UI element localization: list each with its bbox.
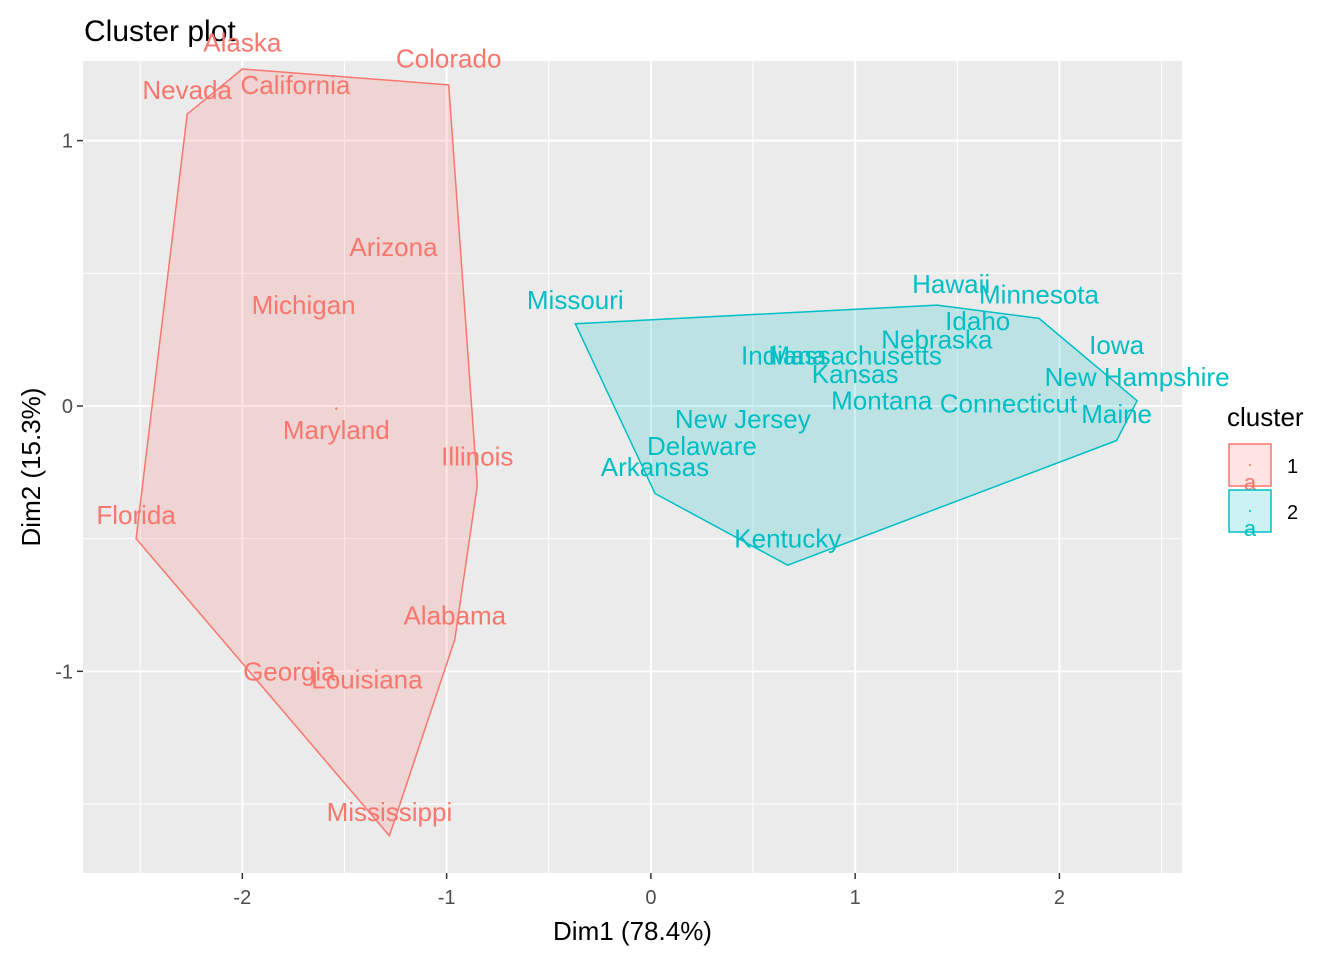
point-label: Arizona — [349, 232, 438, 262]
legend-key-glyph-2: a — [1244, 516, 1257, 541]
point-label: Iowa — [1089, 330, 1144, 360]
point-label: Arkansas — [601, 452, 709, 482]
point-label: Alabama — [403, 601, 506, 631]
y-tick-label: -1 — [55, 661, 73, 683]
x-axis-title: Dim1 (78.4%) — [553, 916, 712, 946]
legend-label-2: 2 — [1287, 502, 1298, 524]
y-axis-title: Dim2 (15.3%) — [16, 388, 46, 547]
plot-panel-background — [83, 61, 1182, 873]
point-label: Maryland — [283, 415, 390, 445]
y-axis: -1 0 1 — [55, 131, 83, 683]
point-label: Louisiana — [311, 664, 423, 694]
legend-key-glyph-1: a — [1244, 470, 1257, 495]
point-label: Illinois — [441, 441, 513, 471]
cluster-2-center — [862, 375, 865, 378]
point-label: Nevada — [142, 75, 232, 105]
grid-minor-lines — [83, 61, 1182, 873]
cluster-1-center — [335, 407, 338, 410]
chart-title: Cluster plot — [84, 15, 236, 48]
point-label: Kansas — [812, 359, 899, 389]
cluster-2-hull — [574, 304, 1139, 567]
point-label: Idaho — [945, 306, 1010, 336]
point-label: Massachusetts — [768, 341, 941, 371]
point-label-layer: Alaska Colorado Nevada California Arizona Mic… — [96, 27, 1229, 827]
x-tick-label: 1 — [850, 887, 861, 909]
y-tick-label: 1 — [62, 131, 73, 153]
cluster-1-hull — [135, 68, 479, 838]
point-label: Delaware — [647, 431, 757, 461]
point-label: Minnesota — [979, 280, 1099, 310]
grid-major-lines — [83, 61, 1182, 873]
legend-key-point-1 — [1249, 464, 1251, 466]
legend-key-point-2 — [1249, 510, 1251, 512]
point-label: Michigan — [252, 290, 356, 320]
y-tick-label: 0 — [62, 396, 73, 418]
legend-title: cluster — [1227, 402, 1304, 432]
point-label: Nebraska — [881, 325, 993, 355]
point-label: New Jersey — [675, 404, 811, 434]
x-tick-label: 2 — [1054, 887, 1065, 909]
point-label: Montana — [831, 386, 933, 416]
point-label: California — [241, 70, 351, 100]
legend: cluster a 1 a 2 — [1227, 402, 1304, 541]
point-label: Indiana — [741, 341, 827, 371]
x-tick-label: 0 — [645, 887, 656, 909]
x-axis: -2 -1 0 1 2 — [233, 873, 1065, 909]
x-tick-label: -1 — [438, 887, 456, 909]
point-label: Hawaii — [912, 269, 990, 299]
point-label: Connecticut — [940, 388, 1078, 418]
point-label: Alaska — [203, 27, 282, 57]
point-label: Colorado — [396, 43, 502, 73]
x-tick-label: -2 — [233, 887, 251, 909]
point-label: Mississippi — [327, 797, 453, 827]
point-label: Georgia — [243, 656, 336, 686]
point-label: Kentucky — [734, 524, 841, 554]
point-label: Missouri — [527, 285, 624, 315]
data-layer — [135, 68, 1139, 838]
point-label: Maine — [1081, 399, 1152, 429]
point-label: New Hampshire — [1045, 362, 1230, 392]
legend-label-1: 1 — [1287, 456, 1298, 478]
point-label: Florida — [96, 500, 176, 530]
